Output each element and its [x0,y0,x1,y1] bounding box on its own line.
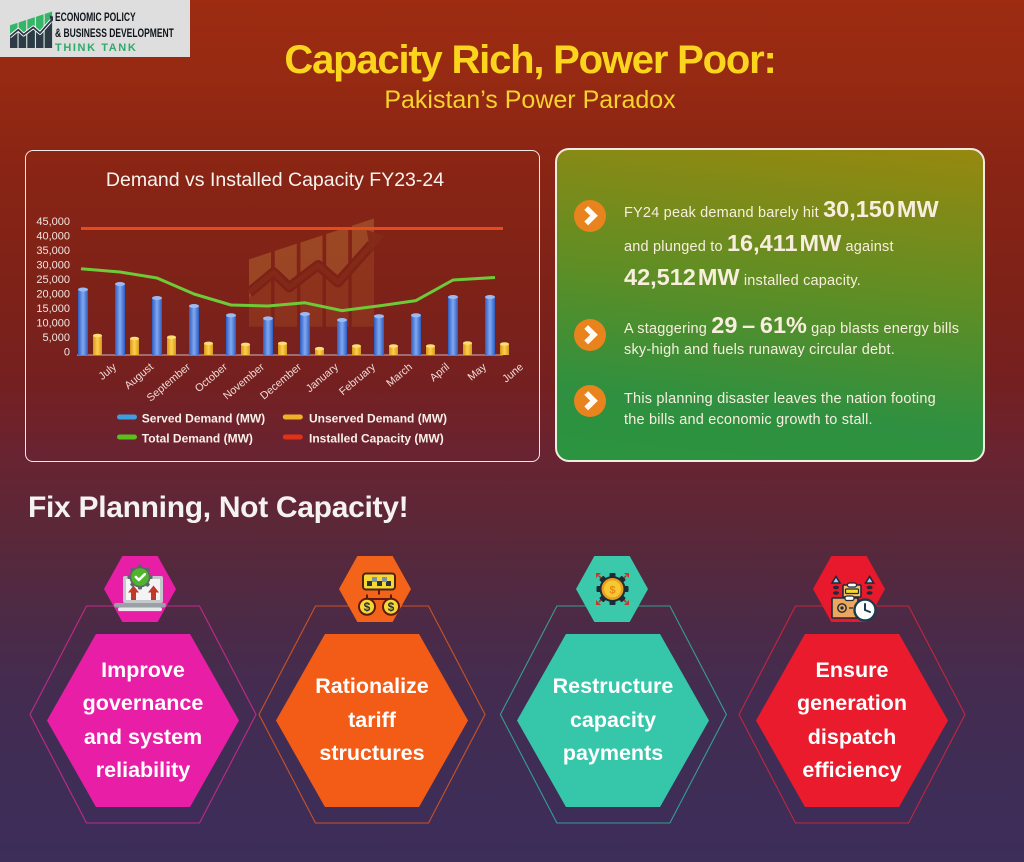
svg-text:0: 0 [64,347,70,359]
svg-text:15,000: 15,000 [36,303,70,315]
svg-text:Demand vs Installed Capacity F: Demand vs Installed Capacity FY23-24 [106,169,444,191]
svg-text:Installed Capacity (MW): Installed Capacity (MW) [309,432,444,446]
svg-text:10,000: 10,000 [36,318,70,330]
svg-text:Unserved Demand (MW): Unserved Demand (MW) [309,412,447,426]
svg-text:45,000: 45,000 [36,216,70,228]
svg-text:$: $ [364,600,371,614]
svg-text:5,000: 5,000 [42,332,70,344]
svg-text:Served Demand (MW): Served Demand (MW) [142,412,265,426]
svg-text:25,000: 25,000 [36,274,70,286]
svg-text:$: $ [609,585,615,597]
svg-text:35,000: 35,000 [36,245,70,257]
svg-text:$: $ [388,600,395,614]
svg-text:40,000: 40,000 [36,231,70,243]
svg-text:30,000: 30,000 [36,260,70,272]
svg-text:Total Demand (MW): Total Demand (MW) [142,432,253,446]
svg-text:20,000: 20,000 [36,289,70,301]
